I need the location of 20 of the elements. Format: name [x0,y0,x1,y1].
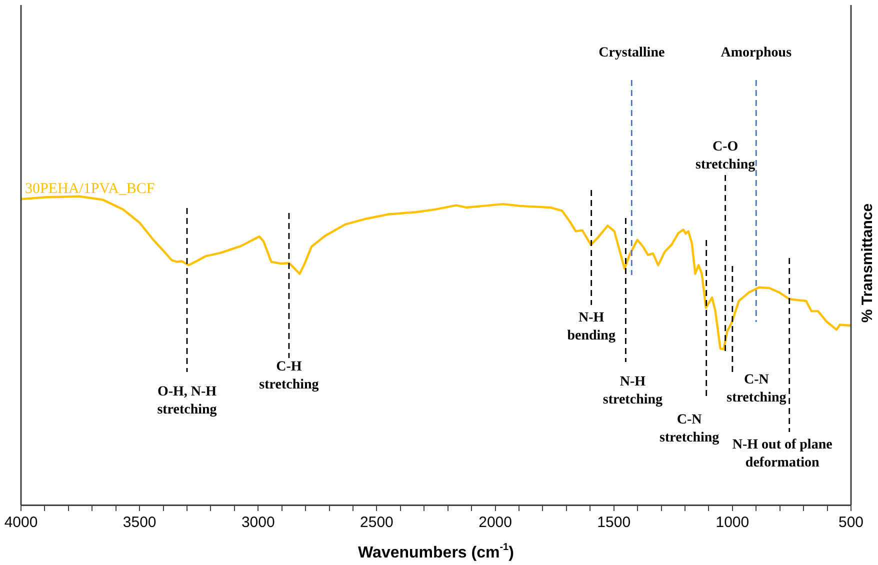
ref-line-label: N-H bending [567,310,616,344]
ref-line-label: C-O stretching [696,140,756,173]
x-tick-label: 1500 [597,514,631,532]
x-tick-label: 2000 [478,514,512,532]
ref-line-label: C-N stretching [726,372,786,406]
x-tick-label: 4000 [4,514,38,532]
x-tick-label: 2500 [360,514,394,532]
ref-line-label: C-N stretching [660,412,720,446]
x-tick-label: 1000 [716,514,750,532]
ref-line-label: Crystalline [598,46,665,61]
ref-line-label: Amorphous [720,46,792,61]
ref-line-label: N-H out of plane deformation [732,438,832,471]
ref-line-label: N-H stretching [602,374,663,408]
x-tick-label: 500 [838,514,864,532]
ref-line-label: C-H stretching [259,360,319,393]
x-tick-label: 3500 [122,514,156,532]
series-label: 30PEHA/1PVA_BCF [25,181,155,198]
x-tick-label: 3000 [241,514,275,532]
y-axis-title: % Transmittance [859,203,876,323]
ref-line-label: O-H, N-H stretching [157,384,217,418]
